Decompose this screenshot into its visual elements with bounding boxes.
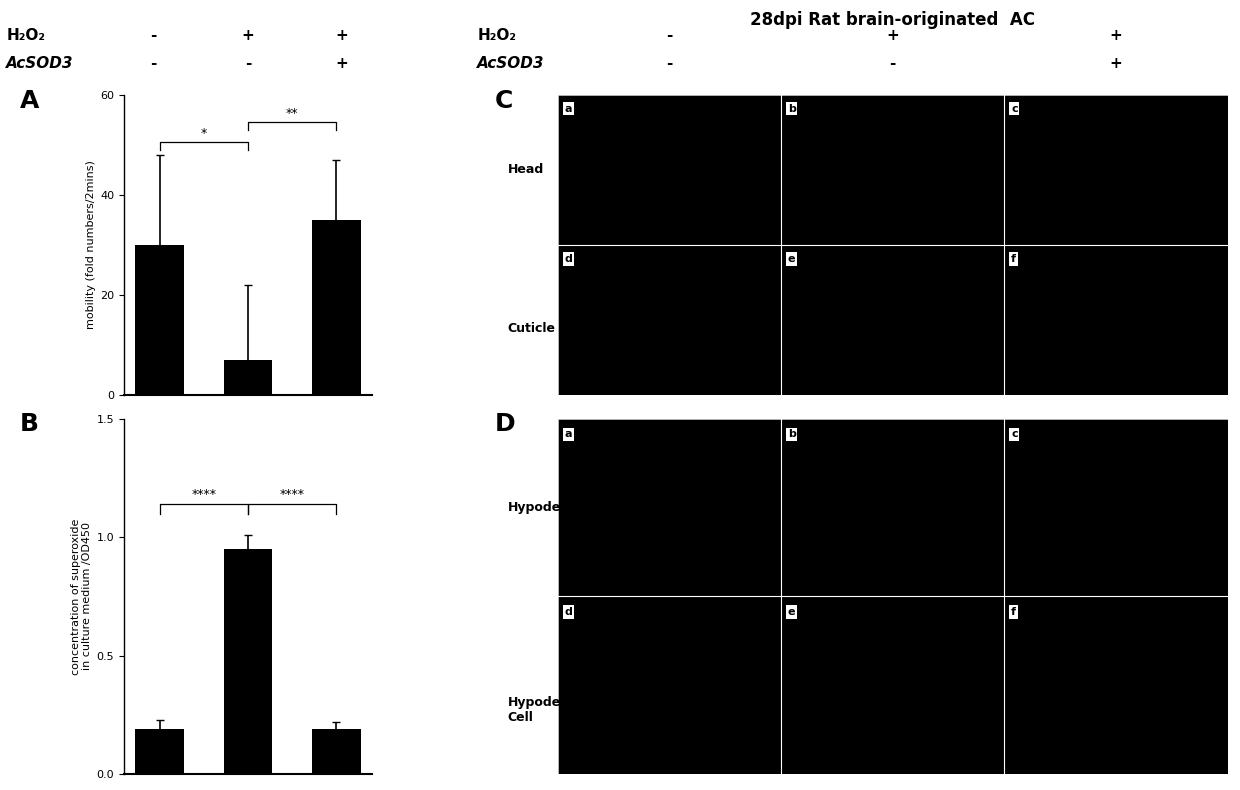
Text: e: e <box>787 254 795 264</box>
Y-axis label: mobility (fold numbers/2mins): mobility (fold numbers/2mins) <box>86 160 95 329</box>
Text: +: + <box>336 28 348 43</box>
Text: +: + <box>887 28 899 43</box>
Text: ****: **** <box>191 488 216 501</box>
Y-axis label: concentration of superoxide
in culture medium /OD450: concentration of superoxide in culture m… <box>71 518 93 675</box>
Text: f: f <box>1011 608 1016 617</box>
Text: -: - <box>889 56 897 70</box>
Text: d: d <box>564 608 573 617</box>
Text: Hypodermic
Cell: Hypodermic Cell <box>508 696 591 724</box>
Text: c: c <box>1011 430 1018 439</box>
Text: **: ** <box>286 107 299 120</box>
Text: c: c <box>1011 103 1018 114</box>
Bar <box>135 245 184 395</box>
Bar <box>223 360 273 395</box>
Text: b: b <box>787 430 796 439</box>
Text: a: a <box>564 430 572 439</box>
Text: A: A <box>20 88 40 113</box>
Text: -: - <box>150 56 157 70</box>
Bar <box>312 220 361 395</box>
Text: Hypoderm: Hypoderm <box>508 501 580 514</box>
Bar <box>223 549 273 774</box>
Text: 28dpi Rat brain-originated  AC: 28dpi Rat brain-originated AC <box>750 11 1035 28</box>
Text: +: + <box>1110 28 1122 43</box>
Text: -: - <box>150 28 157 43</box>
Text: D: D <box>495 412 515 435</box>
Bar <box>312 729 361 774</box>
Text: +: + <box>242 28 254 43</box>
Text: b: b <box>787 103 796 114</box>
Text: f: f <box>1011 254 1016 264</box>
Text: *: * <box>201 127 207 140</box>
Text: -: - <box>666 56 673 70</box>
Text: AcSOD3: AcSOD3 <box>6 56 73 70</box>
Text: +: + <box>336 56 348 70</box>
Text: H₂O₂: H₂O₂ <box>477 28 516 43</box>
Text: AcSOD3: AcSOD3 <box>477 56 544 70</box>
Text: ****: **** <box>280 488 305 501</box>
Text: -: - <box>666 28 673 43</box>
Text: d: d <box>564 254 573 264</box>
Text: a: a <box>564 103 572 114</box>
Text: -: - <box>244 56 252 70</box>
Text: B: B <box>20 412 38 435</box>
Text: Cuticle: Cuticle <box>508 322 556 336</box>
Text: C: C <box>495 88 513 113</box>
Text: Head: Head <box>508 164 544 176</box>
Bar <box>135 729 184 774</box>
Text: H₂O₂: H₂O₂ <box>6 28 45 43</box>
Text: +: + <box>1110 56 1122 70</box>
Text: e: e <box>787 608 795 617</box>
